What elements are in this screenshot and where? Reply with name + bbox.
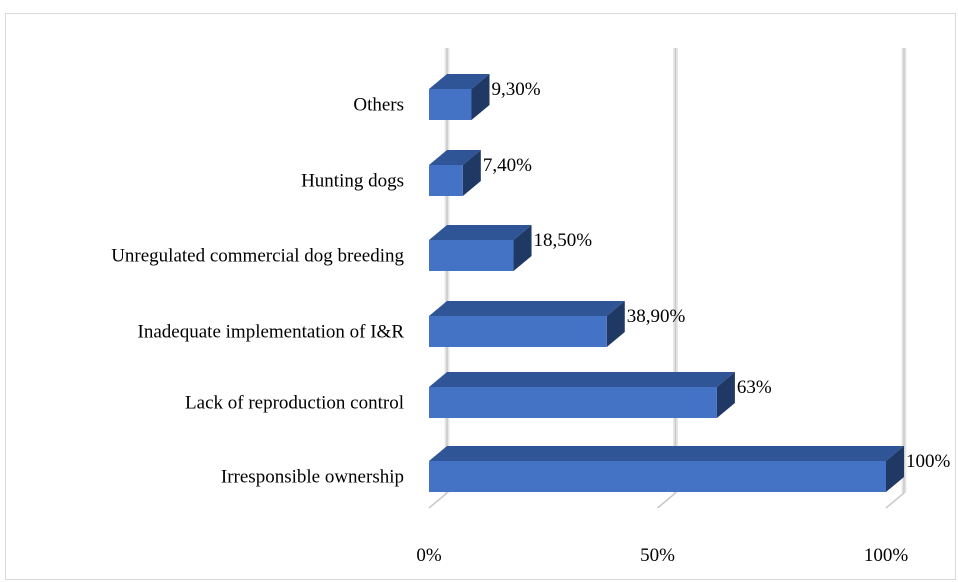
- gridline: [657, 48, 678, 509]
- bar: [429, 446, 904, 492]
- x-tick-label: 0%: [416, 545, 442, 566]
- bar-layer: [429, 74, 904, 492]
- bar: [429, 74, 490, 120]
- value-label: 63%: [737, 377, 772, 398]
- category-label: Hunting dogs: [301, 171, 404, 192]
- value-label: 100%: [906, 451, 951, 472]
- category-label: Irresponsible ownership: [221, 467, 404, 488]
- category-label: Lack of reproduction control: [185, 393, 404, 414]
- value-label: 38,90%: [627, 306, 686, 327]
- value-label: 9,30%: [492, 79, 541, 100]
- value-label: 7,40%: [483, 155, 532, 176]
- bar: [429, 225, 532, 271]
- x-tick-label: 100%: [864, 545, 909, 566]
- label-layer: 0% 50% 100% Irresponsible ownership 100% Lack…: [111, 79, 950, 566]
- value-label: 18,50%: [534, 230, 593, 251]
- x-tick-label: 50%: [640, 545, 675, 566]
- gridline: [885, 48, 907, 509]
- category-label: Others: [353, 95, 404, 116]
- grid-layer: [428, 48, 907, 509]
- chart-frame: 0% 50% 100% Irresponsible ownership 100% Lack…: [5, 13, 956, 580]
- bar: [429, 372, 735, 418]
- bar: [429, 150, 481, 196]
- category-label: Unregulated commercial dog breeding: [111, 246, 404, 267]
- category-label: Inadequate implementation of I&R: [138, 322, 405, 343]
- bar-chart: 0% 50% 100% Irresponsible ownership 100% Lack…: [111, 48, 951, 566]
- bar: [429, 301, 625, 347]
